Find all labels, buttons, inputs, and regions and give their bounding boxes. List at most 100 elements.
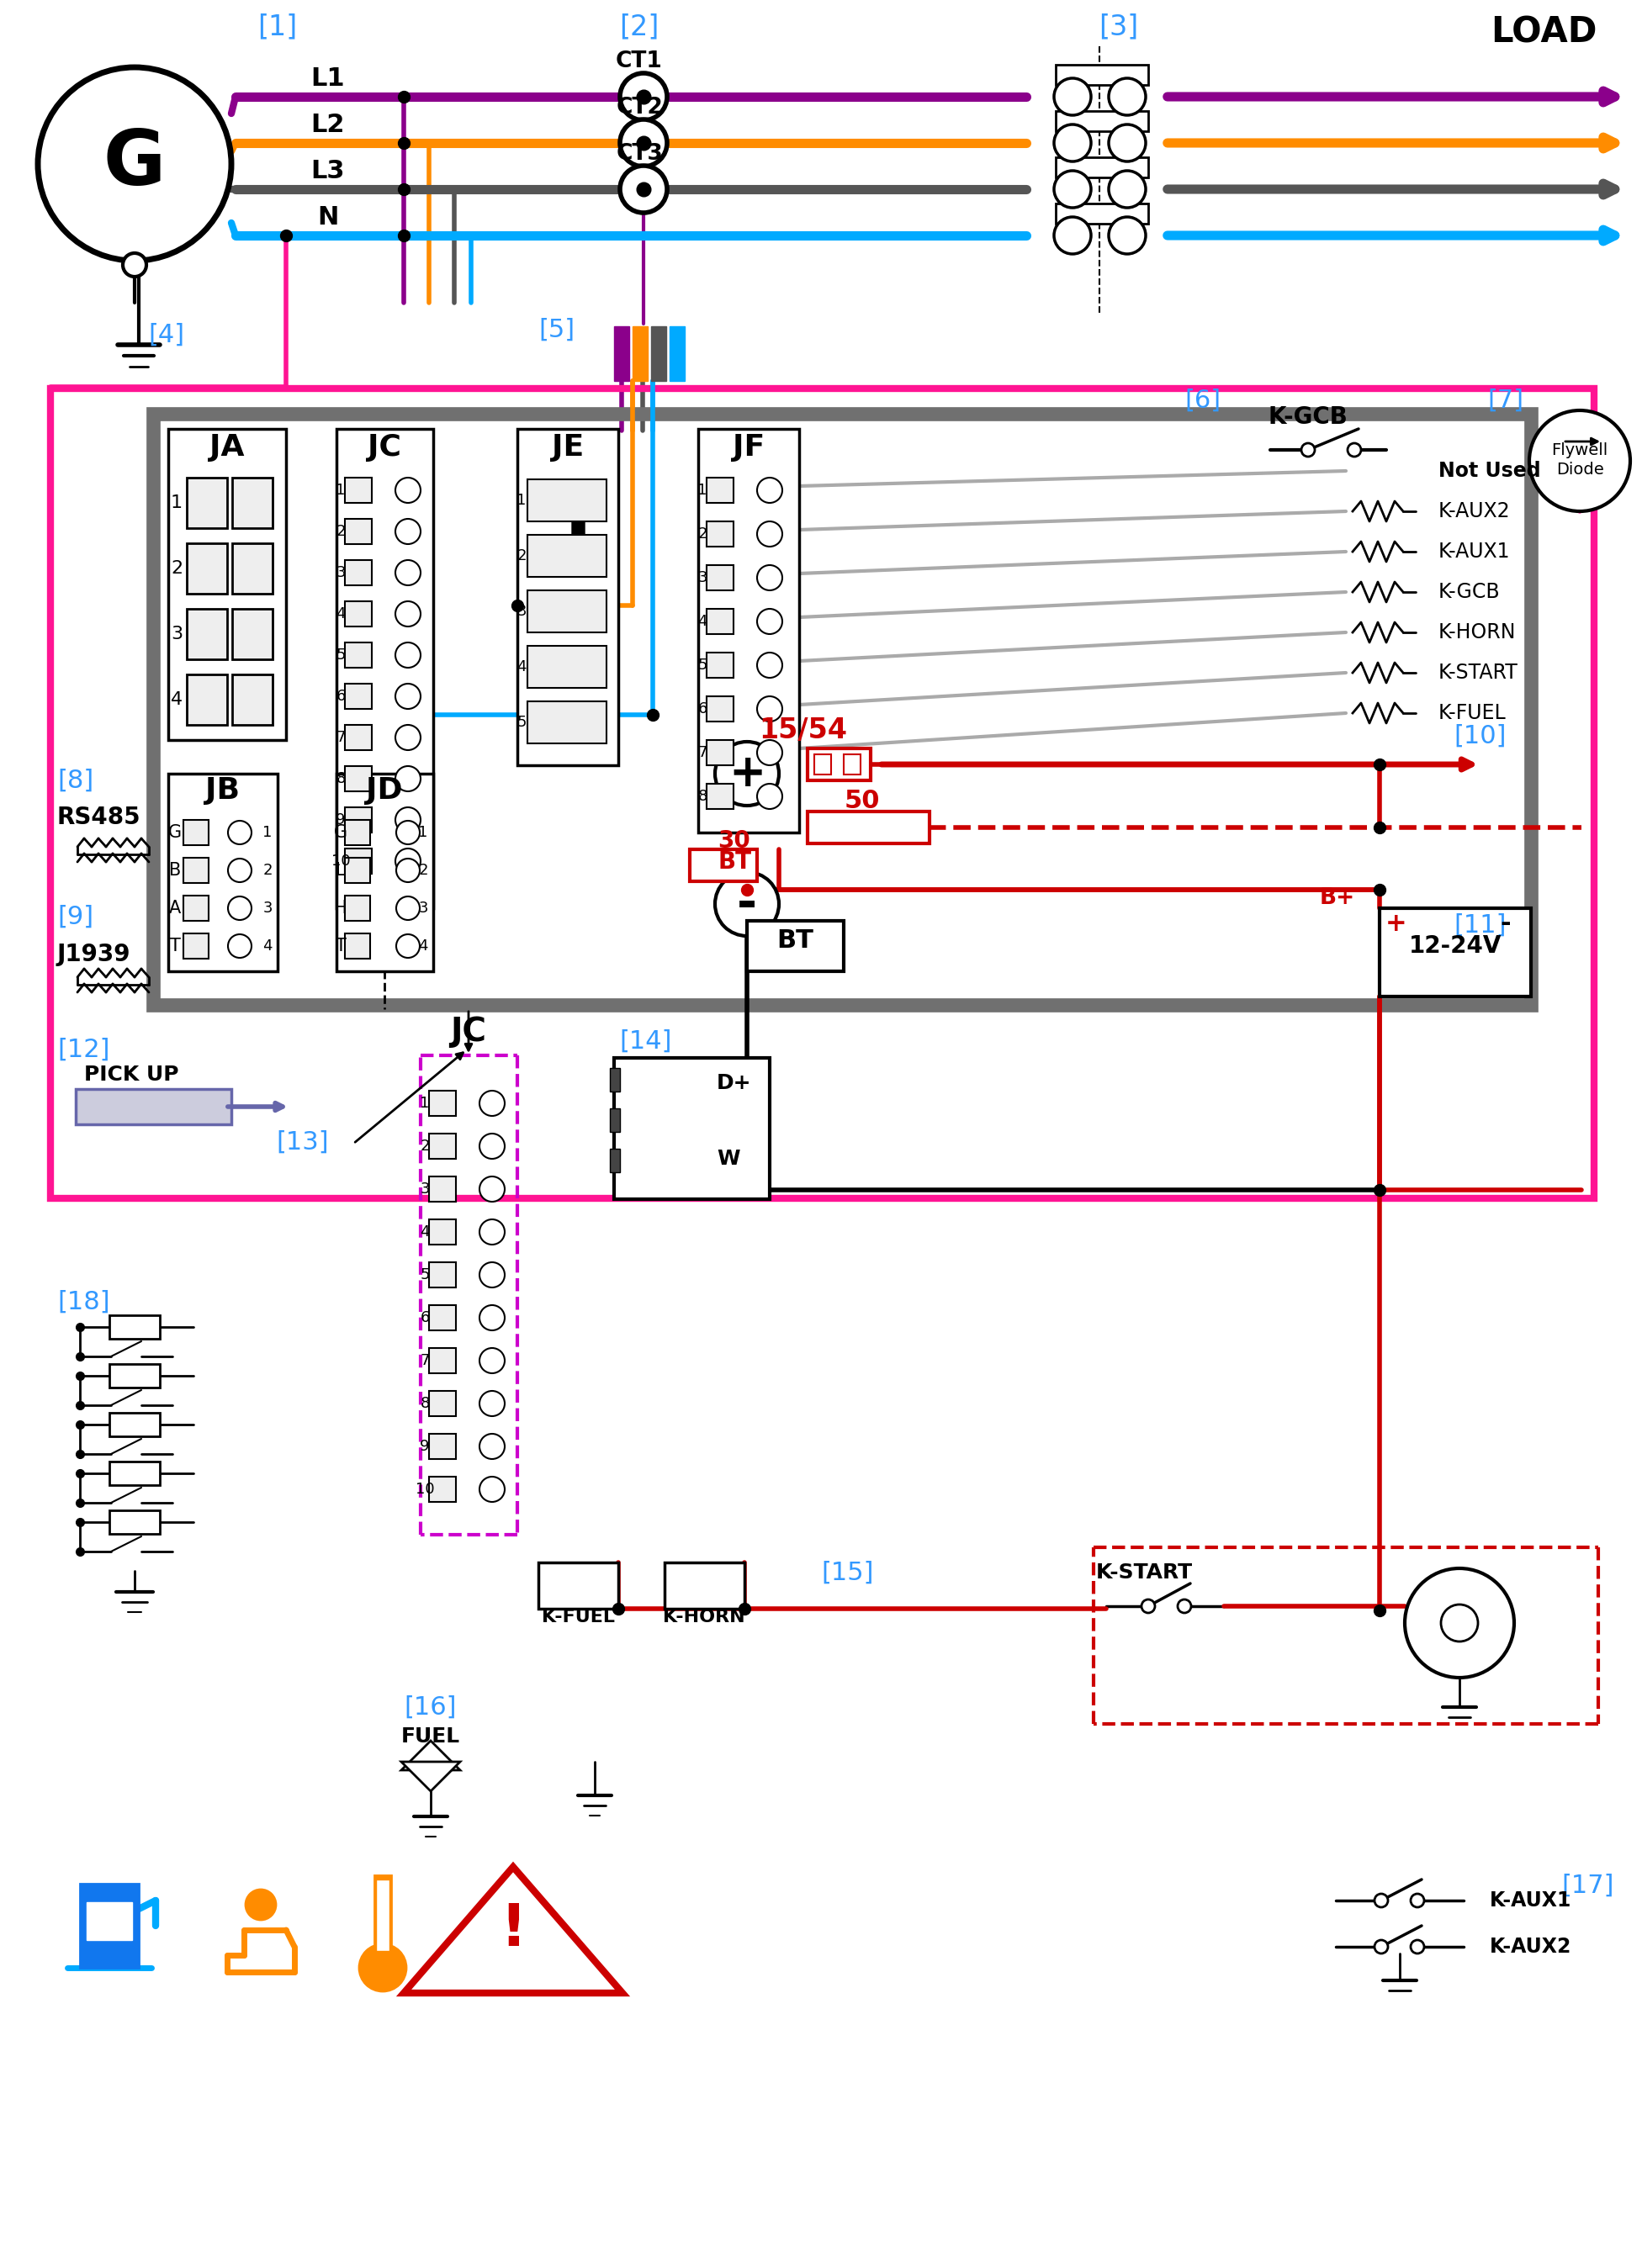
Circle shape bbox=[479, 1304, 504, 1331]
Circle shape bbox=[757, 608, 782, 635]
Text: [4]: [4] bbox=[148, 322, 184, 347]
Text: K-AUX1: K-AUX1 bbox=[1489, 1892, 1571, 1910]
Text: 3: 3 bbox=[337, 565, 345, 581]
Circle shape bbox=[396, 821, 420, 844]
Text: [2]: [2] bbox=[619, 14, 658, 41]
Text: T: T bbox=[335, 937, 346, 955]
Circle shape bbox=[621, 120, 667, 166]
Bar bbox=[690, 848, 757, 882]
Text: K-GCB: K-GCB bbox=[1438, 583, 1501, 601]
Bar bbox=[609, 1148, 621, 1173]
Bar bbox=[652, 327, 667, 381]
Bar bbox=[706, 522, 734, 547]
Circle shape bbox=[1108, 170, 1146, 209]
Circle shape bbox=[1054, 125, 1090, 161]
Circle shape bbox=[479, 1390, 504, 1415]
Bar bbox=[345, 519, 371, 544]
Circle shape bbox=[396, 767, 420, 792]
Bar bbox=[345, 767, 371, 792]
Circle shape bbox=[228, 821, 251, 844]
Circle shape bbox=[396, 848, 420, 873]
Text: [9]: [9] bbox=[57, 905, 94, 930]
Text: A: A bbox=[169, 900, 181, 916]
Circle shape bbox=[1108, 77, 1146, 116]
Bar bbox=[76, 1089, 232, 1125]
Text: [12]: [12] bbox=[57, 1036, 110, 1061]
Text: 3: 3 bbox=[263, 900, 273, 916]
Circle shape bbox=[1108, 125, 1146, 161]
Text: 3: 3 bbox=[420, 1182, 430, 1198]
Circle shape bbox=[396, 519, 420, 544]
Text: [18]: [18] bbox=[57, 1290, 110, 1313]
Bar bbox=[706, 785, 734, 810]
Text: 4: 4 bbox=[698, 615, 708, 628]
Text: 7: 7 bbox=[420, 1354, 430, 1368]
Text: 4: 4 bbox=[419, 939, 429, 953]
Text: 5: 5 bbox=[420, 1268, 430, 1281]
Text: K-AUX1: K-AUX1 bbox=[1438, 542, 1511, 562]
Bar bbox=[153, 413, 1530, 1005]
Text: 1: 1 bbox=[698, 483, 708, 499]
Bar bbox=[345, 821, 369, 846]
Text: K-GCB: K-GCB bbox=[1268, 406, 1348, 429]
Text: Flywell: Flywell bbox=[1552, 442, 1608, 458]
Text: G: G bbox=[167, 823, 182, 841]
Text: 8: 8 bbox=[420, 1395, 430, 1411]
Text: 4: 4 bbox=[263, 939, 273, 953]
Circle shape bbox=[1108, 218, 1146, 254]
Text: 2: 2 bbox=[698, 526, 708, 542]
Bar bbox=[187, 674, 227, 726]
Circle shape bbox=[479, 1177, 504, 1202]
Text: K-FUEL: K-FUEL bbox=[542, 1608, 614, 1626]
Text: 2: 2 bbox=[517, 549, 527, 562]
Text: [15]: [15] bbox=[821, 1560, 874, 1585]
Circle shape bbox=[1529, 411, 1631, 510]
Bar bbox=[337, 773, 433, 971]
Text: D+: D+ bbox=[716, 1073, 752, 1093]
Text: 2: 2 bbox=[263, 862, 273, 878]
Bar bbox=[527, 535, 606, 576]
Text: 4: 4 bbox=[517, 660, 527, 674]
Circle shape bbox=[396, 807, 420, 832]
Text: 3: 3 bbox=[419, 900, 429, 916]
Text: [11]: [11] bbox=[1455, 912, 1507, 937]
Text: [1]: [1] bbox=[258, 14, 297, 41]
Text: [6]: [6] bbox=[1186, 388, 1222, 413]
Circle shape bbox=[396, 860, 420, 882]
Bar bbox=[1379, 907, 1530, 996]
Bar bbox=[187, 544, 227, 594]
Text: G: G bbox=[103, 127, 166, 202]
Text: [8]: [8] bbox=[57, 769, 94, 792]
Circle shape bbox=[246, 1889, 276, 1919]
Bar bbox=[706, 479, 734, 503]
Text: [13]: [13] bbox=[276, 1129, 328, 1154]
Text: 9: 9 bbox=[337, 812, 345, 828]
Circle shape bbox=[38, 68, 232, 261]
Circle shape bbox=[396, 601, 420, 626]
Bar bbox=[167, 773, 277, 971]
Text: 1: 1 bbox=[517, 492, 527, 508]
Circle shape bbox=[360, 1944, 406, 1991]
Bar bbox=[110, 1315, 159, 1338]
Circle shape bbox=[757, 696, 782, 721]
Circle shape bbox=[714, 742, 778, 805]
Text: B+: B+ bbox=[1320, 887, 1355, 909]
Text: 1: 1 bbox=[337, 483, 345, 499]
Text: BT: BT bbox=[718, 850, 750, 873]
Bar bbox=[429, 1476, 456, 1501]
Text: [10]: [10] bbox=[1455, 723, 1507, 748]
Circle shape bbox=[123, 254, 146, 277]
Circle shape bbox=[479, 1263, 504, 1288]
Circle shape bbox=[1302, 442, 1315, 456]
Circle shape bbox=[1054, 77, 1090, 116]
Text: H: H bbox=[333, 900, 346, 916]
Text: PICK UP: PICK UP bbox=[84, 1064, 179, 1084]
Circle shape bbox=[757, 653, 782, 678]
Circle shape bbox=[714, 873, 778, 937]
Circle shape bbox=[1054, 170, 1090, 209]
Bar bbox=[670, 327, 685, 381]
Bar bbox=[706, 739, 734, 764]
Text: 6: 6 bbox=[698, 701, 708, 717]
Circle shape bbox=[1177, 1599, 1190, 1613]
Circle shape bbox=[1442, 1603, 1478, 1642]
